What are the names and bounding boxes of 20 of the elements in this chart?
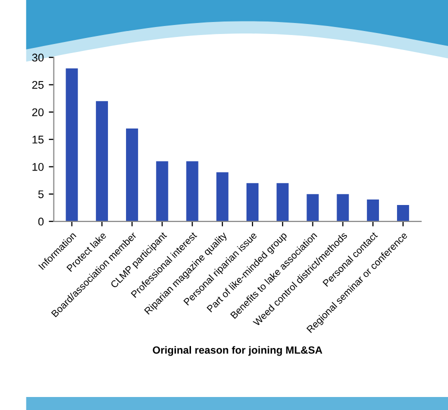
bar — [397, 205, 410, 222]
bar — [216, 172, 228, 222]
bar — [126, 128, 138, 222]
y-tick-label: 15 — [32, 136, 44, 144]
y-tick-label: 25 — [32, 81, 44, 89]
bar — [66, 68, 78, 222]
bar — [156, 161, 168, 222]
y-tick-label: 20 — [32, 108, 44, 116]
bar — [276, 183, 289, 222]
y-tick-label: 5 — [38, 190, 44, 198]
y-tick-label: 30 — [32, 54, 44, 62]
bar — [186, 161, 198, 222]
bar — [96, 101, 108, 222]
bar — [306, 194, 319, 222]
bar — [246, 183, 259, 222]
y-tick-label: 10 — [32, 163, 44, 171]
y-tick-label: 0 — [38, 218, 44, 226]
bar — [336, 194, 349, 222]
bar — [366, 200, 379, 222]
x-axis-title: Original reason for joining ML&SA — [152, 346, 322, 356]
